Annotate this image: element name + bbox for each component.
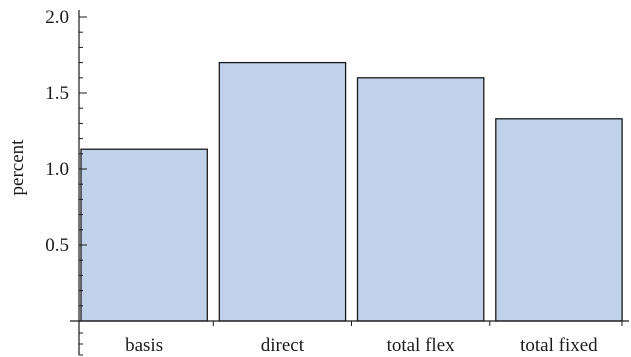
x-ticks-group: [212, 321, 623, 326]
bar-basis: [80, 148, 208, 322]
bars-group: [80, 61, 623, 322]
category-labels-group: basis direct total flex total fixed: [125, 335, 598, 356]
y-tick-label: 2.0: [45, 7, 69, 28]
y-axis-label: percent: [7, 139, 28, 196]
bar-total-fixed: [495, 118, 623, 322]
bar-direct: [218, 61, 347, 322]
y-ticks-group: [79, 16, 87, 356]
category-label-basis: basis: [125, 335, 163, 356]
bar-total-flex: [356, 77, 485, 322]
category-label-total-fixed: total fixed: [520, 335, 598, 356]
category-label-total-flex: total flex: [387, 335, 456, 356]
y-tick-label: 1.5: [45, 83, 69, 104]
y-tick-labels-group: 0.5 1.0 1.5 2.0: [45, 7, 69, 256]
category-label-direct: direct: [261, 335, 305, 356]
y-tick-label: 0.5: [45, 235, 69, 256]
y-tick-label: 1.0: [45, 159, 69, 180]
